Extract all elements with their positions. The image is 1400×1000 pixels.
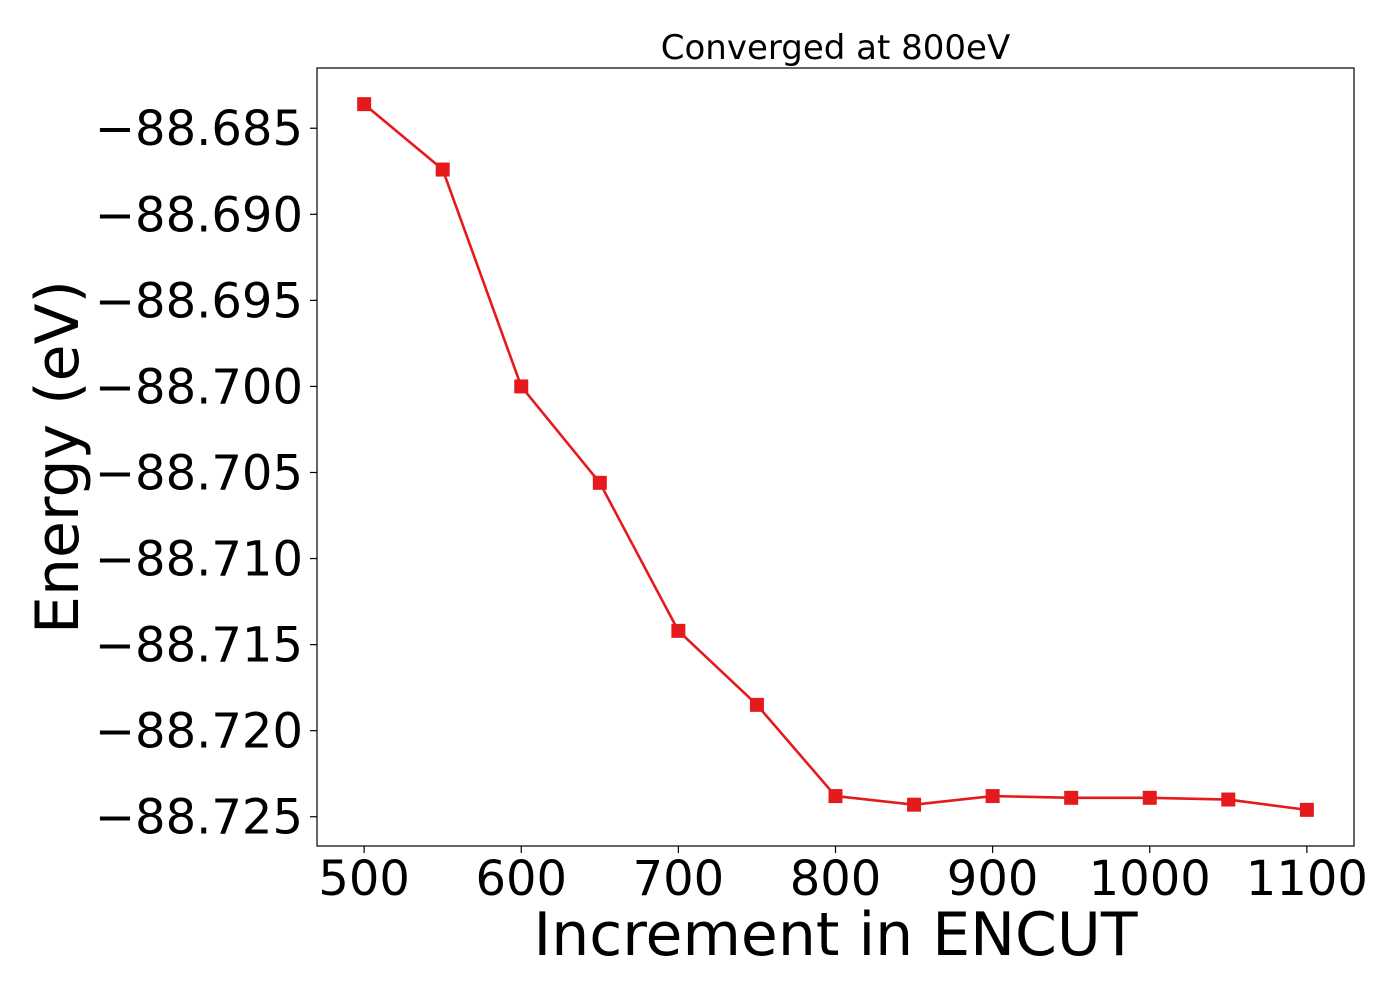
series-line <box>363 103 1308 812</box>
y-axis: −88.685 −88.690 −88.695 −88.700 −88.705 −88.7… <box>95 101 317 846</box>
data-point-marker <box>749 697 764 712</box>
y-tick-label: −88.700 <box>95 359 303 415</box>
x-axis: 500 600 700 800 900 1000 1100 <box>318 846 1368 907</box>
data-point-marker <box>671 623 686 638</box>
series-layer <box>357 97 1314 817</box>
data-point-marker <box>985 789 1000 804</box>
y-tick-label: −88.705 <box>95 445 303 501</box>
y-tick-label: −88.690 <box>95 187 303 243</box>
data-point-marker <box>907 797 922 812</box>
data-point-marker <box>1142 790 1157 805</box>
y-tick-label: −88.685 <box>95 101 303 157</box>
x-tick-label: 800 <box>790 851 882 907</box>
data-point-marker <box>357 97 372 112</box>
x-tick-label: 600 <box>475 851 567 907</box>
y-tick-label: −88.710 <box>95 532 303 588</box>
y-tick-label: −88.725 <box>95 790 303 846</box>
data-point-marker <box>1064 790 1079 805</box>
y-tick-label: −88.715 <box>95 618 303 674</box>
y-axis-label: Energy (eV) <box>23 280 93 634</box>
data-point-marker <box>435 162 450 177</box>
data-point-marker <box>828 789 843 804</box>
data-point-marker <box>1299 802 1314 817</box>
plot-area <box>316 67 1355 847</box>
chart-title: Converged at 800eV <box>661 28 1010 68</box>
x-axis-label: Increment in ENCUT <box>534 900 1138 970</box>
y-tick-label: −88.720 <box>95 704 303 760</box>
x-tick-label: 700 <box>633 851 725 907</box>
plot-border <box>316 67 1355 847</box>
x-tick-label: 900 <box>947 851 1039 907</box>
x-tick-label: 1100 <box>1246 851 1368 907</box>
x-tick-label: 1000 <box>1089 851 1211 907</box>
data-point-marker <box>592 475 607 490</box>
x-tick-label: 500 <box>318 851 410 907</box>
y-tick-label: −88.695 <box>95 273 303 329</box>
data-point-marker <box>1221 792 1236 807</box>
data-point-marker <box>514 379 529 394</box>
